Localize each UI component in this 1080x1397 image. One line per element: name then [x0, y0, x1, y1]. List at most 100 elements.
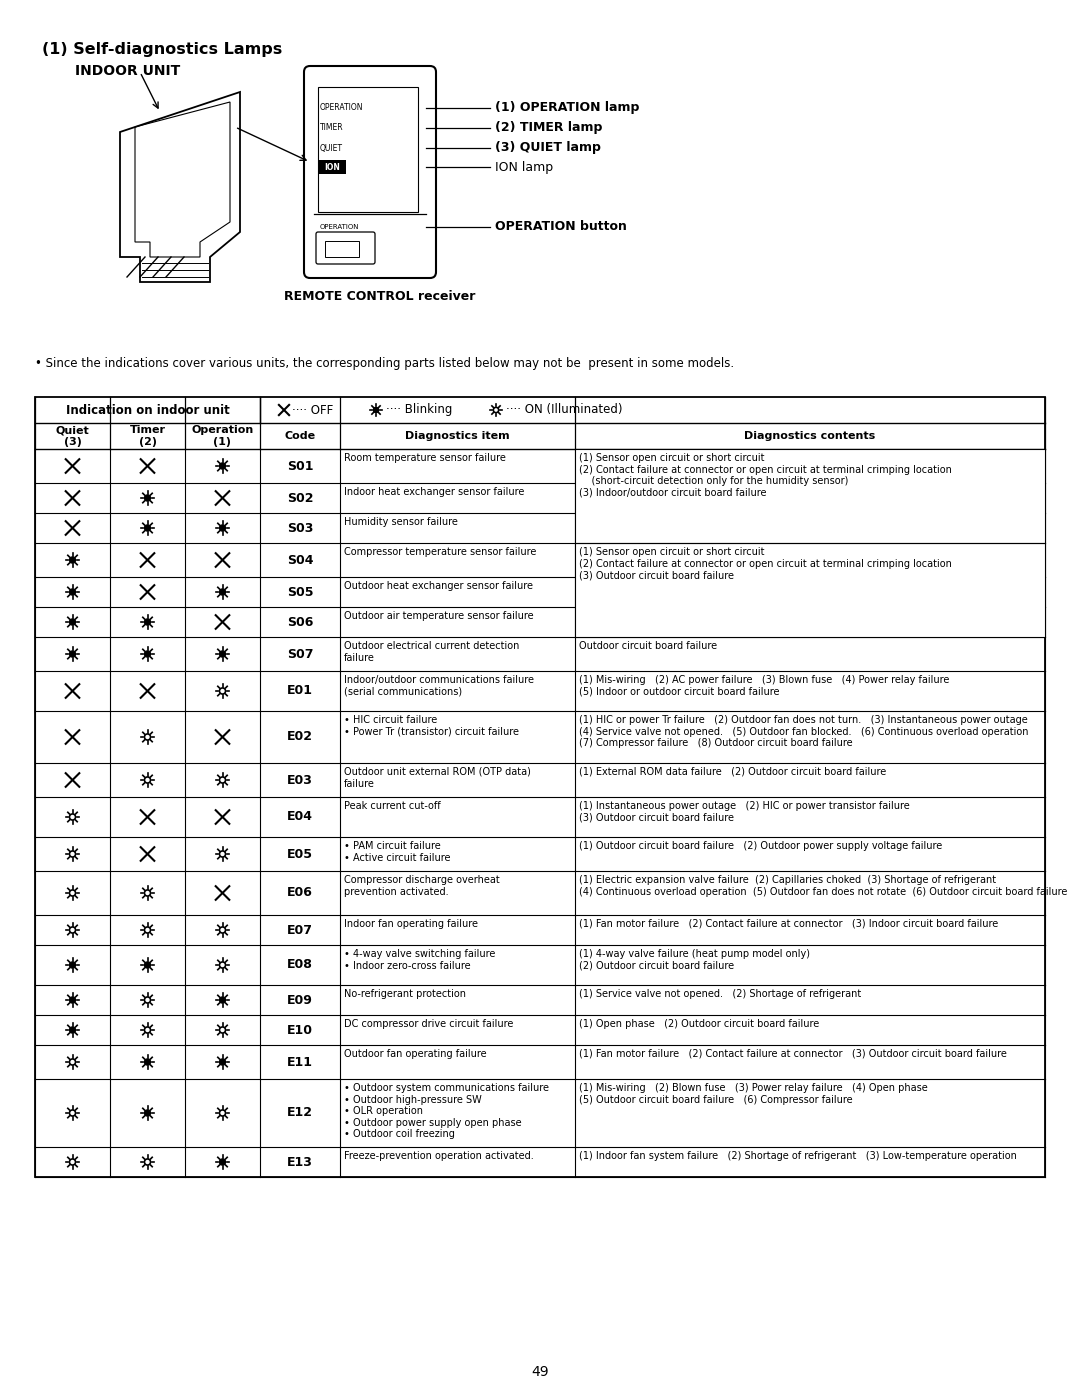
Bar — [35, 397, 1045, 1178]
Bar — [575, 448, 1045, 543]
Text: Outdoor circuit board failure: Outdoor circuit board failure — [579, 641, 717, 651]
Circle shape — [219, 590, 226, 595]
Text: Room temperature sensor failure: Room temperature sensor failure — [345, 453, 505, 462]
Text: E10: E10 — [287, 1024, 313, 1037]
Text: S04: S04 — [287, 553, 313, 567]
Text: E06: E06 — [287, 887, 313, 900]
Circle shape — [145, 525, 150, 531]
Text: (1) Outdoor circuit board failure   (2) Outdoor power supply voltage failure: (1) Outdoor circuit board failure (2) Ou… — [579, 841, 942, 851]
Circle shape — [145, 651, 150, 657]
Text: OPERATION: OPERATION — [320, 224, 360, 231]
Text: Outdoor heat exchanger sensor failure: Outdoor heat exchanger sensor failure — [345, 581, 534, 591]
Text: • PAM circuit failure
• Active circuit failure: • PAM circuit failure • Active circuit f… — [345, 841, 450, 862]
Text: • HIC circuit failure
• Power Tr (transistor) circuit failure: • HIC circuit failure • Power Tr (transi… — [345, 715, 519, 736]
Text: (1) Mis-wiring   (2) AC power failure   (3) Blown fuse   (4) Power relay failure: (1) Mis-wiring (2) AC power failure (3) … — [579, 675, 949, 697]
Text: (1) HIC or power Tr failure   (2) Outdoor fan does not turn.   (3) Instantaneous: (1) HIC or power Tr failure (2) Outdoor … — [579, 715, 1028, 749]
Text: Outdoor air temperature sensor failure: Outdoor air temperature sensor failure — [345, 610, 534, 622]
Bar — [325, 242, 359, 257]
Text: (1) Instantaneous power outage   (2) HIC or power transistor failure
(3) Outdoor: (1) Instantaneous power outage (2) HIC o… — [579, 800, 909, 823]
Text: S06: S06 — [287, 616, 313, 629]
Text: OPERATION: OPERATION — [320, 103, 364, 113]
Circle shape — [219, 1059, 226, 1065]
Circle shape — [219, 651, 226, 657]
Text: S05: S05 — [287, 585, 313, 598]
Text: Compressor temperature sensor failure: Compressor temperature sensor failure — [345, 548, 537, 557]
Circle shape — [145, 963, 150, 968]
Text: ···· ON (Illuminated): ···· ON (Illuminated) — [507, 404, 622, 416]
Text: E11: E11 — [287, 1056, 313, 1069]
Circle shape — [219, 525, 226, 531]
Text: ION: ION — [324, 162, 340, 172]
Text: S02: S02 — [287, 492, 313, 504]
Circle shape — [145, 495, 150, 502]
Text: S03: S03 — [287, 521, 313, 535]
Text: E09: E09 — [287, 993, 313, 1006]
Text: (1) Indoor fan system failure   (2) Shortage of refrigerant   (3) Low-temperatur: (1) Indoor fan system failure (2) Shorta… — [579, 1151, 1017, 1161]
Text: Humidity sensor failure: Humidity sensor failure — [345, 517, 458, 527]
Text: E13: E13 — [287, 1155, 313, 1168]
Circle shape — [69, 619, 76, 624]
Text: (1) OPERATION lamp: (1) OPERATION lamp — [495, 102, 639, 115]
Text: • Since the indications cover various units, the corresponding parts listed belo: • Since the indications cover various un… — [35, 358, 734, 370]
Text: Indoor fan operating failure: Indoor fan operating failure — [345, 919, 478, 929]
Text: (1) Electric expansion valve failure  (2) Capillaries choked  (3) Shortage of re: (1) Electric expansion valve failure (2)… — [579, 875, 1067, 897]
Text: (1) Sensor open circuit or short circuit
(2) Contact failure at connector or ope: (1) Sensor open circuit or short circuit… — [579, 548, 951, 580]
Text: Indication on indoor unit: Indication on indoor unit — [66, 404, 229, 416]
Bar — [318, 87, 418, 212]
Text: ···· OFF: ···· OFF — [292, 404, 334, 416]
Text: Outdoor fan operating failure: Outdoor fan operating failure — [345, 1049, 487, 1059]
Text: Compressor discharge overheat
prevention activated.: Compressor discharge overheat prevention… — [345, 875, 500, 897]
Text: TIMER: TIMER — [320, 123, 343, 133]
Circle shape — [145, 1111, 150, 1116]
Text: E07: E07 — [287, 923, 313, 936]
Text: (1) Fan motor failure   (2) Contact failure at connector   (3) Indoor circuit bo: (1) Fan motor failure (2) Contact failur… — [579, 919, 998, 929]
Circle shape — [219, 1160, 226, 1165]
Text: Diagnostics item: Diagnostics item — [405, 432, 510, 441]
Text: Quiet
(3): Quiet (3) — [56, 425, 90, 447]
Text: Timer
(2): Timer (2) — [130, 425, 165, 447]
Text: E05: E05 — [287, 848, 313, 861]
Text: E03: E03 — [287, 774, 313, 787]
Text: E12: E12 — [287, 1106, 313, 1119]
Text: No-refrigerant protection: No-refrigerant protection — [345, 989, 465, 999]
Circle shape — [69, 997, 76, 1003]
Text: INDOOR UNIT: INDOOR UNIT — [75, 64, 180, 78]
Text: E01: E01 — [287, 685, 313, 697]
Text: Operation
(1): Operation (1) — [191, 425, 254, 447]
Text: Code: Code — [284, 432, 315, 441]
Text: • 4-way valve switching failure
• Indoor zero-cross failure: • 4-way valve switching failure • Indoor… — [345, 949, 496, 971]
Circle shape — [69, 651, 76, 657]
Text: (1) Service valve not opened.   (2) Shortage of refrigerant: (1) Service valve not opened. (2) Shorta… — [579, 989, 861, 999]
Text: Indoor heat exchanger sensor failure: Indoor heat exchanger sensor failure — [345, 488, 525, 497]
Text: DC compressor drive circuit failure: DC compressor drive circuit failure — [345, 1018, 513, 1030]
Text: Outdoor electrical current detection
failure: Outdoor electrical current detection fai… — [345, 641, 519, 662]
Text: Freeze-prevention operation activated.: Freeze-prevention operation activated. — [345, 1151, 534, 1161]
Text: REMOTE CONTROL receiver: REMOTE CONTROL receiver — [284, 291, 475, 303]
Text: Diagnostics contents: Diagnostics contents — [744, 432, 876, 441]
Text: (1) Open phase   (2) Outdoor circuit board failure: (1) Open phase (2) Outdoor circuit board… — [579, 1018, 820, 1030]
Text: E04: E04 — [287, 810, 313, 823]
Text: 49: 49 — [531, 1365, 549, 1379]
Text: S01: S01 — [287, 460, 313, 472]
Text: (1) Self-diagnostics Lamps: (1) Self-diagnostics Lamps — [42, 42, 282, 57]
Circle shape — [374, 408, 379, 412]
Text: E02: E02 — [287, 731, 313, 743]
Text: E08: E08 — [287, 958, 313, 971]
Circle shape — [69, 590, 76, 595]
Circle shape — [145, 1059, 150, 1065]
Circle shape — [145, 619, 150, 624]
Bar — [576, 450, 1044, 542]
Circle shape — [219, 462, 226, 469]
Text: OPERATION button: OPERATION button — [495, 221, 626, 233]
Text: ···· Blinking: ···· Blinking — [386, 404, 453, 416]
Circle shape — [69, 1027, 76, 1032]
Text: QUIET: QUIET — [320, 144, 343, 152]
Text: (1) Mis-wiring   (2) Blown fuse   (3) Power relay failure   (4) Open phase
(5) O: (1) Mis-wiring (2) Blown fuse (3) Power … — [579, 1083, 928, 1105]
Text: • Outdoor system communications failure
• Outdoor high-pressure SW
• OLR operati: • Outdoor system communications failure … — [345, 1083, 549, 1140]
Text: (3) QUIET lamp: (3) QUIET lamp — [495, 141, 600, 155]
Bar — [576, 543, 1044, 637]
Bar — [575, 543, 1045, 637]
Text: S07: S07 — [287, 647, 313, 661]
Text: Indoor/outdoor communications failure
(serial communications): Indoor/outdoor communications failure (s… — [345, 675, 534, 697]
Text: ION lamp: ION lamp — [495, 161, 553, 173]
